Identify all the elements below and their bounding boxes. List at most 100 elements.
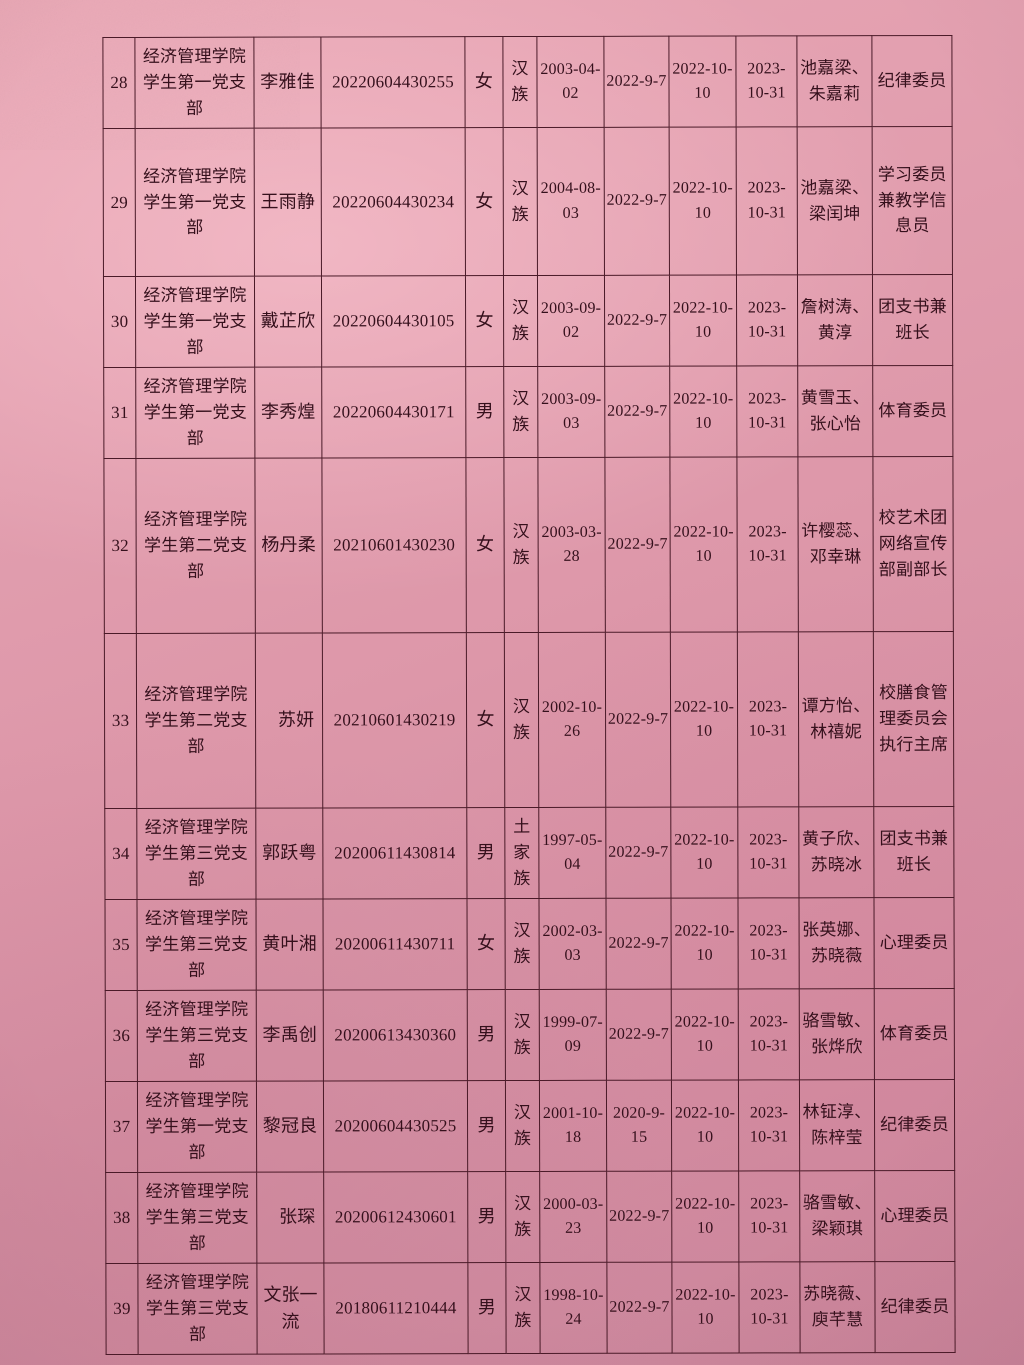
application-date-cell: 2022-9-7	[604, 457, 671, 633]
member-name-cell: 郭跃粤	[255, 808, 323, 900]
table-row: 30 经济管理学院学生第一党支部 戴芷欣 20220604430105 女汉族 2003-…	[103, 274, 953, 368]
row-index-cell: 31	[103, 367, 136, 459]
student-id-cell: 20210601430230	[321, 457, 467, 634]
row-index-cell: 32	[103, 458, 137, 634]
application-date-cell: 2022-9-7	[604, 275, 670, 367]
activist-date-cell: 2022-10-10	[669, 456, 738, 633]
ethnicity-cell: 汉族	[505, 1171, 540, 1263]
post-title-cell: 团支书兼班长	[872, 274, 953, 366]
party-branch-cell: 经济管理学院学生第三党支部	[136, 808, 256, 900]
activist-date-cell: 2022-10-10	[669, 274, 737, 367]
application-date-cell: 2022-9-7	[605, 807, 671, 899]
row-index-cell: 33	[104, 633, 137, 809]
sex-cell: 男	[467, 989, 506, 1081]
post-title-cell: 心理委员	[874, 1170, 955, 1262]
activist-date-cell: 2022-10-10	[671, 1170, 739, 1263]
activist-date-cell: 2022-10-10	[668, 35, 737, 128]
row-index-cell: 34	[104, 808, 137, 900]
party-branch-cell: 经济管理学院学生第一党支部	[137, 1081, 257, 1173]
introducers-cell: 骆雪敏、张烨欣	[799, 988, 875, 1080]
party-branch-cell: 经济管理学院学生第一党支部	[135, 367, 255, 459]
sex-cell: 女	[464, 36, 504, 128]
table-row: 31 经济管理学院学生第一党支部 李秀煌 20220604430171 男汉族 2003-…	[103, 365, 953, 459]
row-index-cell: 28	[102, 37, 136, 129]
member-name-cell: 张琛	[256, 1172, 324, 1264]
development-date-cell: 2023-10-31	[736, 365, 798, 457]
party-branch-cell: 经济管理学院学生第三党支部	[137, 990, 257, 1082]
post-title-cell: 校艺术团网络宣传部副部长	[872, 456, 954, 632]
activist-date-cell: 2022-10-10	[671, 1261, 740, 1354]
table-row: 37 经济管理学院学生第一党支部 黎冠良 20200604430525 男汉族 2001-…	[105, 1079, 955, 1173]
sex-cell: 女	[465, 127, 504, 276]
activist-date-cell: 2022-10-10	[669, 126, 737, 276]
introducers-cell: 池嘉梁、朱嘉莉	[796, 35, 873, 127]
sex-cell: 男	[465, 366, 504, 458]
ethnicity-cell: 汉族	[505, 1262, 541, 1354]
application-date-cell: 2022-9-7	[604, 366, 670, 458]
introducers-cell: 池嘉梁、梁闰坤	[797, 126, 873, 275]
activist-date-cell: 2022-10-10	[670, 631, 738, 808]
development-date-cell: 2023-10-31	[738, 1170, 800, 1262]
post-title-cell: 纪律委员	[874, 1261, 956, 1353]
sex-cell: 男	[467, 1080, 506, 1172]
student-id-cell: 20180611210444	[323, 1262, 469, 1355]
post-title-cell: 校膳食管理委员会执行主席	[873, 631, 954, 807]
sex-cell: 男	[467, 1262, 507, 1354]
ethnicity-cell: 汉族	[505, 1080, 540, 1172]
birth-date-cell: 1999-07-09	[539, 989, 607, 1081]
row-index-cell: 36	[105, 990, 138, 1082]
row-index-cell: 29	[103, 128, 136, 277]
party-branch-cell: 经济管理学院学生第三党支部	[137, 1172, 257, 1264]
table-row: 38 经济管理学院学生第三党支部 张琛 20200612430601 男汉族 2000-0…	[105, 1170, 955, 1264]
member-name-cell: 戴芷欣	[254, 276, 322, 368]
application-date-cell: 2022-9-7	[606, 1262, 673, 1354]
birth-date-cell: 2003-04-02	[536, 36, 605, 128]
table-row: 29 经济管理学院学生第一党支部 王雨静 20220604430234 女汉族 2004-…	[103, 126, 953, 277]
development-date-cell: 2023-10-31	[738, 988, 800, 1080]
student-id-cell: 20220604430255	[320, 36, 466, 129]
row-index-cell: 37	[105, 1081, 138, 1173]
row-index-cell: 30	[103, 276, 136, 368]
birth-date-cell: 2002-10-26	[538, 632, 606, 808]
birth-date-cell: 2003-09-02	[537, 275, 605, 367]
student-id-cell: 20220604430171	[321, 366, 466, 459]
birth-date-cell: 1997-05-04	[538, 807, 606, 899]
table-row: 28 经济管理学院学生第一党支部 李雅佳 20220604430255 女汉族 2003-…	[102, 35, 953, 129]
row-index-cell: 38	[105, 1172, 138, 1264]
application-date-cell: 2022-9-7	[605, 898, 672, 990]
ethnicity-cell: 汉族	[505, 989, 540, 1081]
party-branch-committee-roster-table: 28 经济管理学院学生第一党支部 李雅佳 20220604430255 女汉族 2003-…	[102, 35, 956, 1355]
member-name-cell: 杨丹柔	[254, 458, 323, 634]
post-title-cell: 学习委员兼教学信息员	[872, 126, 953, 275]
party-branch-cell: 经济管理学院学生第一党支部	[135, 128, 255, 277]
table-row: 33 经济管理学院学生第二党支部 苏妍 20210601430219 女汉族 2002-1…	[104, 631, 954, 809]
post-title-cell: 心理委员	[873, 897, 955, 989]
introducers-cell: 林钲淳、陈梓莹	[799, 1079, 875, 1171]
introducers-cell: 黄雪玉、张心怡	[797, 365, 873, 457]
development-date-cell: 2023-10-31	[736, 126, 798, 275]
activist-date-cell: 2022-10-10	[669, 365, 737, 458]
ethnicity-cell: 土家族	[504, 807, 539, 899]
party-branch-cell: 经济管理学院学生第三党支部	[136, 899, 257, 991]
introducers-cell: 许樱蕊、邓幸琳	[797, 456, 874, 632]
table-row: 35 经济管理学院学生第三党支部 黄叶湘 20200611430711 女汉族 2002-…	[104, 897, 955, 991]
activist-date-cell: 2022-10-10	[670, 806, 738, 899]
student-id-cell: 20200611430711	[322, 898, 468, 991]
activist-date-cell: 2022-10-10	[670, 897, 739, 990]
development-date-cell: 2023-10-31	[735, 35, 798, 127]
student-id-cell: 20200604430525	[323, 1080, 468, 1173]
birth-date-cell: 2004-08-03	[537, 127, 605, 276]
post-title-cell: 体育委员	[872, 365, 953, 457]
sex-cell: 女	[465, 275, 504, 367]
birth-date-cell: 2000-03-23	[539, 1171, 607, 1263]
party-branch-cell: 经济管理学院学生第一党支部	[134, 37, 255, 129]
development-date-cell: 2023-10-31	[736, 274, 798, 366]
introducers-cell: 詹树涛、黄淳	[797, 274, 873, 366]
member-name-cell: 苏妍	[255, 633, 323, 809]
development-date-cell: 2023-10-31	[737, 631, 799, 807]
member-name-cell: 李禹创	[256, 990, 324, 1082]
birth-date-cell: 2003-09-03	[537, 366, 605, 458]
party-branch-cell: 经济管理学院学生第一党支部	[135, 276, 255, 368]
member-name-cell: 李秀煌	[254, 367, 322, 459]
